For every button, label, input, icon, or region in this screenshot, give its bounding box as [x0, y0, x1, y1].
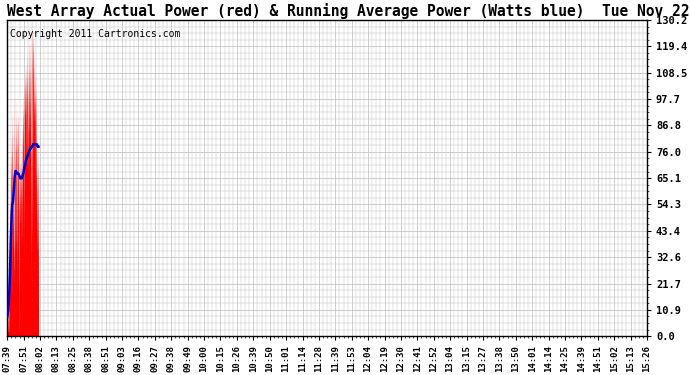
- Text: West Array Actual Power (red) & Running Average Power (Watts blue)  Tue Nov 22 1: West Array Actual Power (red) & Running …: [8, 3, 690, 19]
- Text: Copyright 2011 Cartronics.com: Copyright 2011 Cartronics.com: [10, 29, 181, 39]
